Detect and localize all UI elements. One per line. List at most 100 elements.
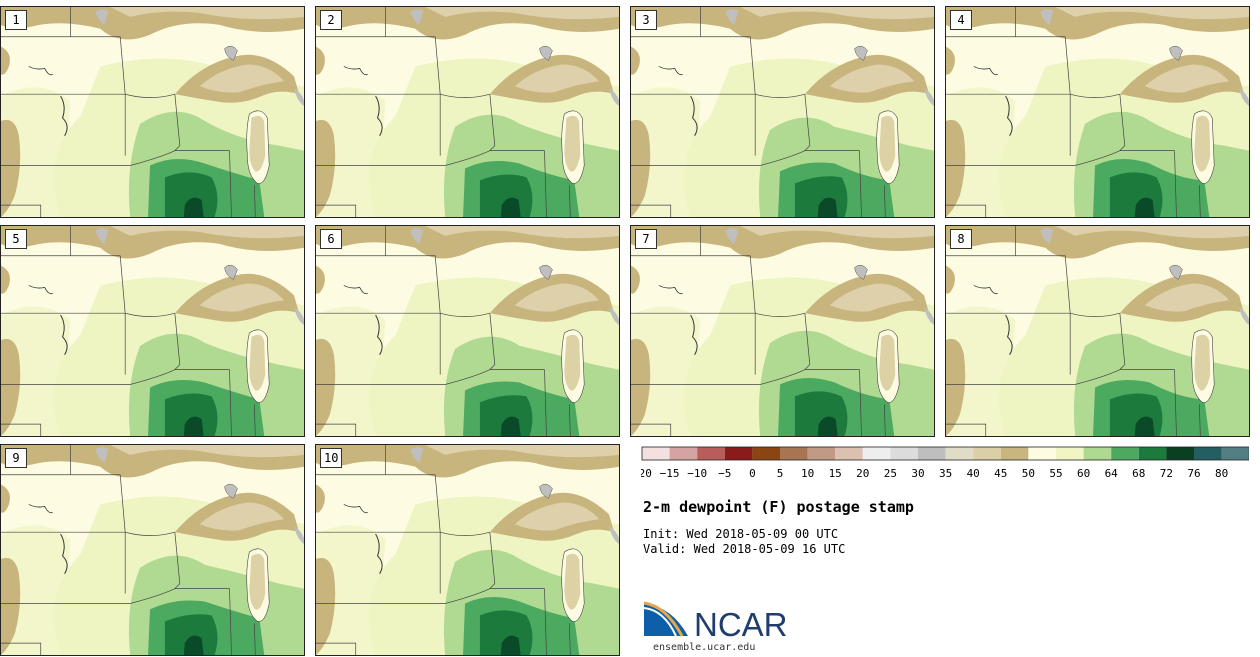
colorbar-tick-label: 80 — [1215, 467, 1228, 480]
lake-michigan-tan-rim — [1194, 334, 1211, 391]
lake-superior-inner — [514, 64, 600, 93]
state-border — [125, 312, 175, 317]
lake-huron-edge — [1239, 307, 1249, 326]
canadian-lake — [1169, 264, 1183, 280]
dewpoint-55-60-area-west — [631, 87, 701, 217]
dewpoint-30-35-area — [95, 228, 109, 244]
colorbar-tick-label: 60 — [1077, 467, 1090, 480]
state-border — [1075, 150, 1175, 166]
state-border — [1070, 93, 1120, 98]
dewpoint-45-50-area-nw — [946, 46, 955, 75]
dewpoint-40-45-area-north — [1055, 226, 1249, 239]
canadian-lake — [539, 264, 553, 280]
state-border — [119, 474, 126, 533]
dewpoint-55-60-area-west — [1, 87, 71, 217]
member-panel: 2 — [315, 6, 620, 218]
dewpoint-map — [631, 7, 934, 217]
dewpoint-72-76-area — [817, 416, 838, 436]
colorbar-segment — [862, 447, 891, 460]
lake-huron-edge — [294, 88, 304, 107]
lake-huron-edge — [609, 88, 619, 107]
colorbar-tick-label: 64 — [1105, 467, 1119, 480]
state-border — [445, 588, 545, 604]
colorbar-tick-label: −20 — [641, 467, 652, 480]
dewpoint-45-50-area-west — [1, 338, 21, 436]
member-panel: 9 — [0, 444, 305, 656]
colorbar-tick-label: 25 — [884, 467, 897, 480]
state-border — [445, 369, 545, 385]
colorbar-segment — [918, 447, 946, 460]
state-border — [1174, 369, 1177, 436]
colorbar-segment — [807, 447, 836, 460]
state-border — [445, 150, 545, 166]
state-border — [749, 255, 756, 314]
lake-sakakawea — [973, 285, 998, 295]
member-number: 3 — [635, 10, 657, 30]
state-border — [1064, 36, 1071, 95]
state-border — [1198, 185, 1201, 217]
colorbar-tick-label: 55 — [1049, 467, 1062, 480]
lake-huron-edge — [294, 307, 304, 326]
state-border — [1, 423, 42, 436]
colorbar-segment — [1221, 447, 1249, 460]
lake-superior-inner — [514, 283, 600, 312]
member-number: 10 — [320, 448, 343, 468]
river — [690, 314, 698, 356]
colorbar: −20 −15 −10 −5 0 5 10 15 20 25 30 35 40 45 50 55 60 64 68 7… — [641, 446, 1249, 480]
dewpoint-72-76-area — [183, 197, 204, 217]
lake-superior-inner — [199, 502, 285, 531]
dewpoint-map — [316, 226, 619, 436]
colorbar-tick-label: 72 — [1160, 467, 1173, 480]
dewpoint-68-72-area — [164, 614, 218, 655]
state-border — [1, 642, 42, 655]
lake-michigan-tan-rim — [879, 115, 896, 172]
dewpoint-map — [1, 445, 304, 655]
lake-michigan-tan-rim — [249, 553, 266, 610]
river — [60, 533, 68, 575]
member-number: 5 — [5, 229, 27, 249]
state-border — [253, 185, 256, 217]
canadian-lake — [224, 483, 238, 499]
dewpoint-map — [1, 226, 304, 436]
state-border — [1070, 312, 1120, 317]
state-border — [544, 369, 547, 436]
state-border — [568, 623, 571, 655]
dewpoint-45-50-area-west — [316, 557, 336, 655]
colorbar-segment — [642, 447, 670, 460]
dewpoint-45-50-area-nw — [631, 265, 640, 294]
dewpoint-72-76-area — [500, 416, 521, 436]
lake-superior-inner — [199, 64, 285, 93]
dewpoint-40-45-area-north — [740, 226, 934, 239]
state-border — [316, 204, 357, 217]
dewpoint-55-60-area-west — [631, 306, 701, 436]
dewpoint-55-60-area-west — [1, 306, 71, 436]
state-border — [544, 150, 547, 217]
state-border — [883, 404, 886, 436]
valid-time-line: Valid: Wed 2018-05-09 16 UTC — [643, 542, 845, 556]
state-border — [253, 404, 256, 436]
state-border — [440, 312, 490, 317]
dewpoint-map — [316, 445, 619, 655]
canadian-lake — [854, 264, 868, 280]
state-border — [130, 150, 230, 166]
dewpoint-40-45-area-north — [425, 226, 619, 239]
member-number: 2 — [320, 10, 342, 30]
colorbar-segment — [1138, 447, 1167, 460]
dewpoint-40-45-area-north — [740, 7, 934, 20]
dewpoint-45-50-area-west — [946, 119, 966, 217]
colorbar-segment — [1166, 447, 1194, 460]
colorbar-tick-label: 45 — [994, 467, 1007, 480]
dewpoint-30-35-area — [410, 9, 424, 25]
member-number: 6 — [320, 229, 342, 249]
dewpoint-40-45-area-north — [425, 445, 619, 458]
canadian-lake — [539, 45, 553, 61]
dewpoint-map — [316, 7, 619, 217]
colorbar-tick-label: 10 — [801, 467, 814, 480]
lake-huron-edge — [609, 526, 619, 545]
lake-huron-edge — [294, 526, 304, 545]
dewpoint-72-76-area — [183, 635, 204, 655]
colorbar-segment — [697, 447, 725, 460]
dewpoint-45-50-area-nw — [1, 265, 10, 294]
dewpoint-45-50-area-nw — [1, 484, 10, 513]
dewpoint-30-35-area — [725, 228, 739, 244]
